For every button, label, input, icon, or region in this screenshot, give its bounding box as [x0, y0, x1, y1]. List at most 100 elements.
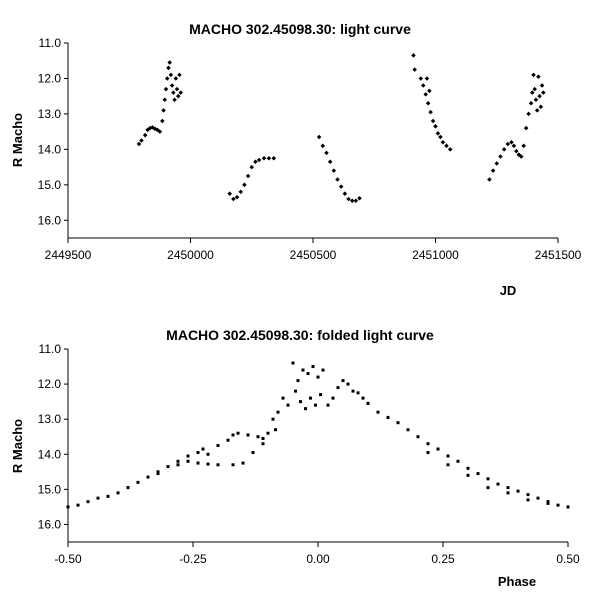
data-point — [506, 486, 510, 490]
data-point — [526, 493, 530, 497]
data-point — [276, 410, 280, 414]
chart-title: MACHO 302.45098.30: folded light curve — [166, 327, 434, 343]
data-point — [163, 86, 169, 92]
data-point — [253, 159, 258, 165]
data-point — [226, 438, 230, 442]
data-point — [167, 60, 172, 65]
y-tick-label: 15.0 — [38, 482, 62, 496]
data-point — [206, 452, 210, 456]
data-point — [176, 459, 180, 463]
data-point — [96, 496, 100, 500]
data-point — [256, 157, 262, 163]
data-point — [496, 482, 500, 486]
data-point — [346, 196, 351, 202]
data-point — [201, 447, 205, 451]
data-point — [309, 396, 312, 400]
y-tick-label: 14.0 — [38, 447, 62, 461]
data-point — [326, 403, 330, 407]
x-tick-label: 2449500 — [45, 248, 92, 262]
data-point — [423, 92, 428, 97]
y-tick-label: 15.0 — [38, 178, 62, 192]
y-tick-label: 11.0 — [39, 36, 62, 50]
data-point — [291, 361, 295, 365]
y-tick-label: 12.0 — [38, 377, 62, 391]
data-point — [516, 489, 520, 493]
data-point — [271, 155, 277, 161]
x-tick-label: 2451000 — [412, 248, 459, 262]
data-point — [335, 177, 340, 182]
data-point — [271, 417, 275, 421]
data-point — [301, 368, 305, 372]
light-curve-chart: MACHO 302.45098.30: light curve 11.0 12.0… — [10, 21, 582, 298]
data-point — [249, 164, 255, 170]
data-point — [418, 76, 424, 81]
data-point — [172, 97, 177, 102]
light-curve-axes — [64, 42, 559, 243]
data-point — [505, 141, 511, 147]
data-point — [136, 141, 142, 147]
x-tick-label: 0.00 — [306, 552, 330, 566]
data-point — [476, 472, 480, 476]
light-curve-points — [136, 53, 546, 204]
data-point — [169, 83, 175, 88]
data-point — [196, 451, 200, 455]
data-point — [175, 93, 181, 99]
data-point — [534, 108, 540, 113]
data-point — [539, 83, 545, 88]
y-tick-label: 13.0 — [38, 107, 62, 121]
data-point — [386, 415, 390, 419]
data-point — [487, 177, 492, 182]
y-tick-label: 12.0 — [38, 71, 62, 85]
data-point — [411, 53, 416, 58]
data-point — [314, 403, 317, 407]
data-point — [296, 379, 300, 383]
data-point — [316, 375, 320, 379]
data-point — [266, 431, 270, 435]
data-point — [338, 184, 344, 189]
data-point — [231, 433, 235, 437]
data-point — [486, 477, 490, 481]
data-point — [546, 500, 550, 504]
data-point — [156, 470, 160, 474]
data-point — [126, 486, 130, 490]
folded-light-curve-tick-labels: 11.0 12.0 13.0 14.0 15.0 16.0 -0.50 -0.25 0.00 0.… — [38, 342, 580, 566]
data-point — [160, 118, 165, 124]
data-point — [216, 463, 220, 467]
data-point — [304, 407, 307, 411]
data-point — [342, 191, 348, 196]
data-point — [341, 379, 345, 383]
data-point — [166, 465, 170, 469]
x-tick-label: 2450500 — [290, 248, 337, 262]
data-point — [320, 143, 326, 149]
data-point — [319, 393, 322, 397]
data-point — [231, 463, 235, 467]
data-point — [424, 76, 430, 81]
x-tick-label: -0.50 — [54, 552, 82, 566]
data-point — [227, 191, 232, 196]
data-point — [266, 155, 272, 161]
data-point — [537, 93, 542, 99]
data-point — [171, 90, 176, 95]
data-point — [466, 466, 470, 470]
data-point — [396, 421, 400, 425]
data-point — [162, 97, 168, 102]
data-point — [536, 496, 540, 500]
data-point — [514, 148, 519, 154]
data-point — [321, 368, 325, 372]
data-point — [86, 500, 90, 504]
data-point — [426, 442, 430, 446]
data-point — [436, 447, 440, 451]
data-point — [538, 104, 544, 110]
data-point — [427, 88, 432, 94]
data-point — [299, 400, 302, 404]
data-point — [366, 401, 370, 405]
data-point — [311, 365, 315, 369]
y-tick-label: 14.0 — [38, 142, 62, 156]
data-point — [498, 154, 503, 159]
data-point — [541, 90, 546, 95]
data-point — [174, 86, 180, 92]
data-point — [186, 459, 190, 463]
y-tick-label: 16.0 — [38, 213, 62, 227]
data-point — [532, 86, 537, 92]
data-point — [331, 168, 337, 173]
